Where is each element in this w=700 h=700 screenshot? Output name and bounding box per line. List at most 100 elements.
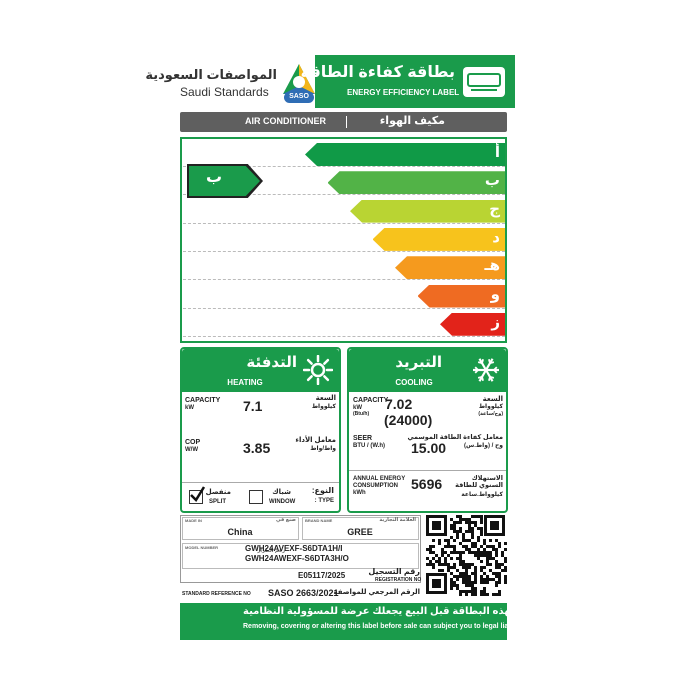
spec-label-arabic: الاستهلاك السنوي للطاقة bbox=[455, 475, 503, 490]
product-bar-separator bbox=[346, 116, 347, 128]
rating-letter: ب bbox=[205, 169, 223, 186]
label-title: ENERGY EFFICIENCY LABEL bbox=[347, 88, 460, 97]
spec-unit: (Btu/h) bbox=[353, 411, 370, 417]
spec-value: 7.1 bbox=[243, 398, 263, 414]
spec-label-arabic: معامل الأداء bbox=[295, 437, 336, 444]
scale-box bbox=[180, 137, 507, 343]
grade-bar bbox=[440, 312, 505, 336]
made-in-field bbox=[182, 517, 299, 540]
cooling-title: COOLING bbox=[395, 378, 433, 387]
registration-label: REGISTRATION NO bbox=[375, 577, 422, 583]
spec-value: 7.02 bbox=[385, 396, 413, 412]
label-title-arabic: بطاقة كفاءة الطاقة bbox=[300, 64, 455, 81]
spec-label-arabic: السعة bbox=[482, 396, 503, 403]
scale-guide bbox=[183, 222, 505, 224]
grade-letter: ج bbox=[489, 200, 500, 218]
grade-letter: و bbox=[490, 285, 500, 303]
spec-value: 15.00 bbox=[411, 440, 447, 456]
heating-panel bbox=[180, 347, 341, 513]
type-option: SPLIT bbox=[209, 499, 227, 505]
type-label-arabic: النوع: bbox=[311, 486, 334, 495]
heating-title: HEATING bbox=[227, 378, 263, 387]
qr-code-graphic bbox=[426, 515, 507, 596]
cooling-title-arabic: التبريد bbox=[395, 354, 442, 371]
spec-label-arabic: معامل كفاءة الطاقة الموسمي bbox=[407, 434, 503, 441]
field-label-arabic: صنع في bbox=[275, 517, 296, 523]
saso-logo-text: SASO bbox=[289, 93, 309, 100]
cooling-panel bbox=[347, 347, 508, 513]
type-option-arabic: منفصل bbox=[205, 489, 231, 496]
spec-label: COP bbox=[185, 439, 201, 446]
grade-bar bbox=[395, 256, 505, 280]
brand-field bbox=[302, 517, 419, 540]
model-number: GWH24AWEXF-S6DTA3H/O bbox=[245, 554, 349, 563]
warning: Removing, covering or altering this labe… bbox=[243, 623, 525, 630]
type-label: TYPE : bbox=[314, 498, 334, 504]
saso-pill bbox=[284, 92, 314, 103]
field-label: MODEL NUMBER bbox=[185, 545, 219, 550]
spec-unit-arabic: وح / (واط.س) bbox=[463, 443, 503, 449]
warning-arabic: إزالة أو تغطية أو العبث بهذه البطاقة قبل… bbox=[243, 606, 627, 617]
scale-guide bbox=[183, 335, 505, 337]
spec-value: 5696 bbox=[411, 476, 443, 492]
spec-unit: kWh bbox=[353, 490, 366, 496]
registration-label-arabic: رقم التسجيل bbox=[368, 567, 420, 576]
grade-letter: ب bbox=[484, 172, 500, 190]
spec-value: 3.85 bbox=[243, 440, 271, 456]
ac-icon bbox=[462, 66, 506, 98]
qr-code bbox=[426, 515, 507, 596]
cooling-divider bbox=[349, 470, 506, 471]
made-in-value: China bbox=[227, 527, 253, 537]
type-checkmark-graphic bbox=[190, 486, 206, 503]
field-label-arabic: العلامة التجارية bbox=[379, 517, 416, 523]
brand-value: GREE bbox=[347, 527, 373, 537]
standard-value: SASO 2663/2021 bbox=[268, 588, 339, 598]
scale-guide bbox=[183, 166, 505, 167]
grade-letter: أ bbox=[494, 144, 500, 161]
spec-label: SEER bbox=[353, 435, 373, 442]
spec-unit: kW bbox=[353, 405, 362, 411]
field-label: BRAND NAME bbox=[305, 518, 333, 523]
grade-letter: ز bbox=[491, 313, 500, 331]
org-name: Saudi Standards bbox=[180, 85, 269, 99]
spec-unit: kW bbox=[185, 405, 194, 411]
product-name: AIR CONDITIONER bbox=[245, 116, 326, 126]
type-option-arabic: شباك bbox=[272, 489, 291, 496]
scale-guide bbox=[183, 307, 505, 309]
rating-arrow-fill bbox=[189, 166, 260, 196]
sun-icon-graphic bbox=[302, 354, 334, 386]
grade-bar bbox=[372, 227, 505, 251]
model-number: GWH24AVEXF-S6DTA1H/I bbox=[245, 544, 343, 553]
info-box bbox=[180, 515, 421, 583]
spec-unit-arabic: واط/واط bbox=[310, 446, 336, 452]
grade-bar bbox=[417, 284, 505, 308]
type-checkmark bbox=[188, 485, 206, 503]
spec-label: ANNUAL ENERGY CONSUMPTION bbox=[353, 476, 406, 489]
scale-guide bbox=[183, 194, 505, 196]
grade-letter: د bbox=[492, 228, 500, 246]
type-checkbox bbox=[249, 490, 263, 504]
product-name-arabic: مكيف الهواء bbox=[379, 115, 445, 127]
scale-guide bbox=[183, 250, 505, 252]
type-option: WINDOW bbox=[269, 499, 296, 505]
standard-label-arabic: الرقم المرجعي للمواصفة bbox=[333, 589, 420, 596]
heating-title-arabic: التدفئة bbox=[246, 354, 297, 371]
registration-value: E05117/2025 bbox=[298, 571, 346, 580]
grade-bar bbox=[350, 199, 505, 223]
spec-label: CAPACITY bbox=[185, 397, 221, 404]
field-label: MADE IN bbox=[185, 518, 202, 523]
standard-label: STANDARD REFERENCE NO bbox=[182, 591, 251, 597]
spec-unit-arabic: كيلوواط.ساعة bbox=[461, 492, 503, 498]
model-field bbox=[182, 543, 419, 569]
spec-value: (24000) bbox=[384, 412, 433, 428]
warning-banner bbox=[180, 603, 507, 640]
snowflake-icon-graphic bbox=[473, 358, 499, 382]
scale-guide bbox=[183, 279, 505, 281]
field-label-arabic: رقم الطراز bbox=[257, 548, 285, 554]
spec-unit: BTU / (W.h) bbox=[353, 443, 385, 449]
sun-icon bbox=[302, 354, 334, 386]
spec-unit-arabic: كيلوواط bbox=[478, 404, 503, 410]
grade-bar bbox=[305, 143, 505, 166]
spec-label: CAPACITY bbox=[353, 397, 389, 404]
